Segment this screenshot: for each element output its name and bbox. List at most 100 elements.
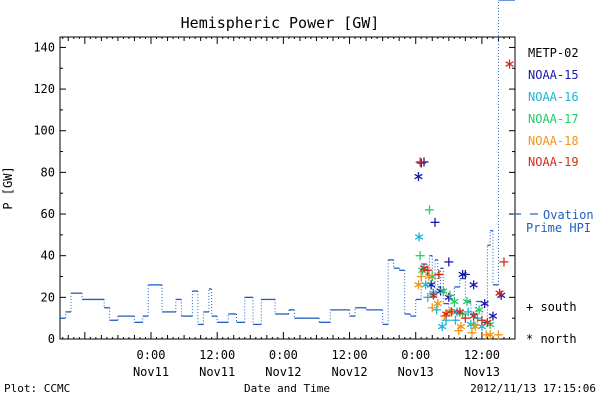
y-tick-label: 20	[41, 290, 55, 304]
noaa-18-south-point	[427, 303, 437, 313]
noaa-19-south-point	[434, 269, 444, 279]
noaa-19-south-point	[499, 257, 509, 267]
marker-stroke	[469, 313, 478, 319]
marker-stroke	[485, 332, 495, 338]
plot-credit: Plot: CCMC	[4, 382, 70, 395]
marker-stroke	[428, 273, 437, 280]
marker-stroke	[480, 300, 489, 307]
noaa-15-north-point	[426, 280, 436, 290]
marker-stroke	[421, 282, 430, 288]
marker-stroke	[505, 61, 514, 67]
noaa-18-south-point	[467, 328, 477, 338]
marker-stroke	[477, 323, 487, 330]
y-tick-label: 120	[33, 82, 55, 96]
noaa-17-north-point	[462, 297, 472, 307]
y-axis: 0 20 40 60 80 100 120 140	[33, 40, 515, 346]
noaa-18-north-point	[456, 322, 466, 332]
legend-south: + south	[526, 300, 577, 314]
scatter-series	[414, 59, 514, 340]
noaa-16-south-point	[463, 307, 473, 317]
marker-stroke	[424, 273, 434, 280]
legend-noaa-18: NOAA-18	[528, 134, 579, 148]
noaa-16-south-point	[432, 305, 442, 315]
noaa-19-south-point	[415, 157, 425, 167]
noaa-19-north-point	[441, 309, 451, 319]
legend-noaa-16: NOAA-16	[528, 90, 579, 104]
legend: METP-02 NOAA-15 NOAA-16 NOAA-17 NOAA-18 …	[513, 46, 594, 346]
noaa-19-north-point	[429, 290, 438, 300]
noaa-18-south-point	[493, 330, 503, 340]
noaa-16-south-point	[450, 315, 460, 325]
noaa-16-north-point	[421, 280, 430, 290]
marker-stroke	[450, 298, 459, 305]
noaa-15-south-point	[430, 217, 440, 227]
legend-metp-02: METP-02	[528, 46, 579, 60]
marker-stroke	[474, 307, 484, 313]
noaa-19-north-point	[469, 311, 478, 321]
noaa-16-north-point	[414, 232, 424, 242]
noaa-17-south-point	[445, 290, 455, 300]
noaa-15-north-point	[480, 299, 489, 309]
x-axis-label: Date and Time	[244, 382, 330, 395]
noaa-15-north-point	[469, 280, 478, 290]
marker-stroke	[418, 267, 427, 274]
timestamp: 2012/11/13 17:15:06	[470, 382, 596, 395]
noaa-15-north-point	[414, 172, 423, 182]
x-axis: 0:00 Nov11 12:00 Nov11 0:00 Nov12 12:00 Nov12 0:…	[62, 37, 516, 379]
marker-stroke	[456, 323, 466, 330]
noaa-15-north-point	[488, 311, 498, 321]
x-tick-label-date: Nov13	[398, 365, 434, 379]
marker-stroke	[439, 288, 448, 294]
marker-stroke	[462, 298, 472, 305]
noaa-19-north-point	[419, 263, 429, 273]
marker-stroke	[458, 271, 467, 278]
noaa-17-north-point	[474, 305, 484, 315]
x-tick-label-date: Nov11	[199, 365, 235, 379]
marker-stroke	[414, 282, 423, 288]
noaa-17-south-point	[415, 251, 425, 261]
marker-stroke	[429, 292, 438, 299]
legend-noaa-17: NOAA-17	[528, 112, 579, 126]
marker-stroke	[471, 323, 480, 330]
noaa-15-south-point	[444, 257, 454, 267]
y-axis-label: P [GW]	[1, 166, 15, 209]
x-tick-label-date: Nov13	[464, 365, 500, 379]
legend-ovation-line1: Ovation	[543, 208, 594, 222]
noaa-19-north-point	[505, 59, 514, 69]
marker-stroke	[441, 311, 451, 317]
y-tick-label: 0	[48, 332, 55, 346]
x-tick-label-time: 12:00	[331, 348, 367, 362]
marker-stroke	[437, 323, 447, 330]
noaa-18-north-point	[433, 299, 443, 309]
ovation-series	[60, 0, 515, 326]
y-tick-label: 60	[41, 207, 55, 221]
marker-stroke	[469, 282, 478, 288]
legend-ovation-line2: Prime HPI	[526, 221, 591, 235]
noaa-18-north-point	[485, 330, 495, 340]
legend-north: * north	[526, 332, 577, 346]
x-tick-label-time: 0:00	[401, 348, 430, 362]
noaa-15-north-point	[458, 269, 467, 279]
marker-stroke	[488, 313, 498, 319]
noaa-18-north-point	[471, 322, 480, 332]
noaa-17-north-point	[439, 286, 448, 296]
noaa-17-south-point	[425, 205, 435, 215]
plot-frame	[59, 36, 516, 340]
x-tick-label-date: Nov11	[133, 365, 169, 379]
legend-noaa-19: NOAA-19	[528, 155, 579, 169]
noaa-19-north-point	[483, 317, 492, 327]
x-tick-label-time: 12:00	[199, 348, 235, 362]
marker-stroke	[455, 309, 465, 315]
noaa-19-north-point	[495, 288, 504, 298]
marker-stroke	[414, 173, 423, 180]
y-tick-label: 140	[33, 40, 55, 54]
x-tick-label-time: 12:00	[464, 348, 500, 362]
y-tick-label: 100	[33, 124, 55, 138]
marker-stroke	[414, 234, 424, 240]
y-tick-label: 80	[41, 165, 55, 179]
x-tick-label-time: 0:00	[269, 348, 298, 362]
legend-noaa-15: NOAA-15	[528, 68, 579, 82]
noaa-19-north-point	[455, 307, 465, 317]
